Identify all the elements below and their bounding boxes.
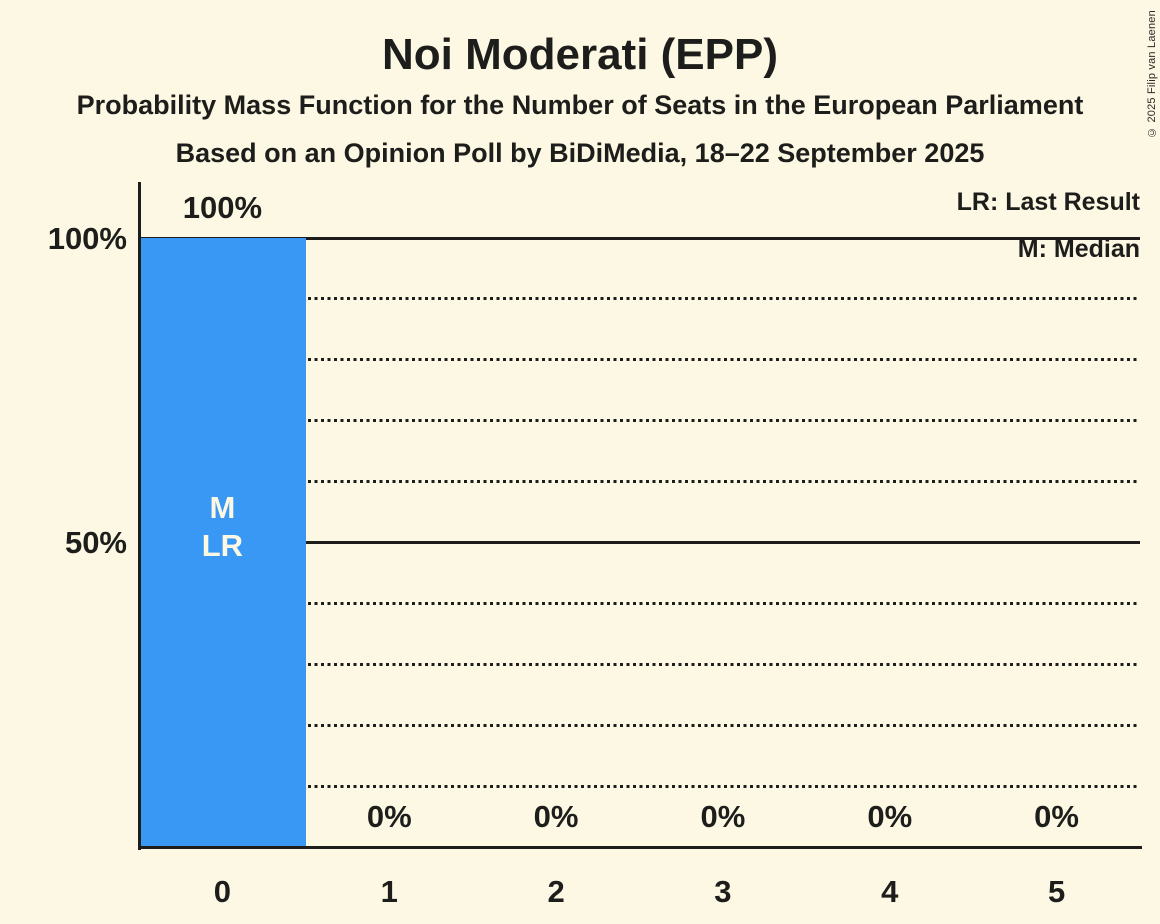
gridline-40pct <box>139 601 1140 605</box>
gridline-70pct <box>139 419 1140 423</box>
bar-annotation-line-m: M <box>209 490 236 525</box>
x-axis-line <box>138 846 1142 849</box>
bar-value-label-0: 100% <box>182 189 263 225</box>
bar-value-label-1: 0% <box>366 798 412 834</box>
x-tick-label-1: 1 <box>380 874 398 909</box>
gridline-90pct <box>139 297 1140 301</box>
gridline-80pct <box>139 358 1140 362</box>
x-tick-label-0: 0 <box>213 874 232 909</box>
y-tick-label-100: 100% <box>47 220 127 256</box>
y-axis-line <box>138 182 141 850</box>
bar-value-label-3: 0% <box>700 798 746 834</box>
chart-subtitle-poll: Based on an Opinion Poll by BiDiMedia, 1… <box>175 138 985 168</box>
gridline-100pct <box>139 236 1140 240</box>
bar-value-label-5: 0% <box>1034 798 1079 834</box>
legend-median: M: Median <box>1017 235 1140 263</box>
legend-last-result: LR: Last Result <box>956 188 1140 216</box>
x-tick-label-3: 3 <box>714 874 732 909</box>
x-tick-label-4: 4 <box>881 874 899 909</box>
bar-annotation-0: M LR <box>139 489 306 565</box>
gridline-60pct <box>139 480 1140 484</box>
gridline-30pct <box>139 662 1140 666</box>
y-tick-label-50: 50% <box>64 525 127 560</box>
bar-value-label-2: 0% <box>533 798 579 834</box>
chart-subtitle: Probability Mass Function for the Number… <box>76 90 1084 120</box>
bar-value-label-4: 0% <box>867 798 913 834</box>
gridline-50pct <box>139 541 1140 544</box>
bar-seats-0 <box>140 238 306 846</box>
bar-annotation-line-lr: LR <box>201 528 244 563</box>
chart-title: Noi Moderati (EPP) <box>381 30 779 79</box>
x-tick-label-2: 2 <box>547 874 565 909</box>
x-tick-label-5: 5 <box>1047 874 1066 909</box>
gridline-10pct <box>139 784 1140 788</box>
gridline-20pct <box>139 723 1140 727</box>
